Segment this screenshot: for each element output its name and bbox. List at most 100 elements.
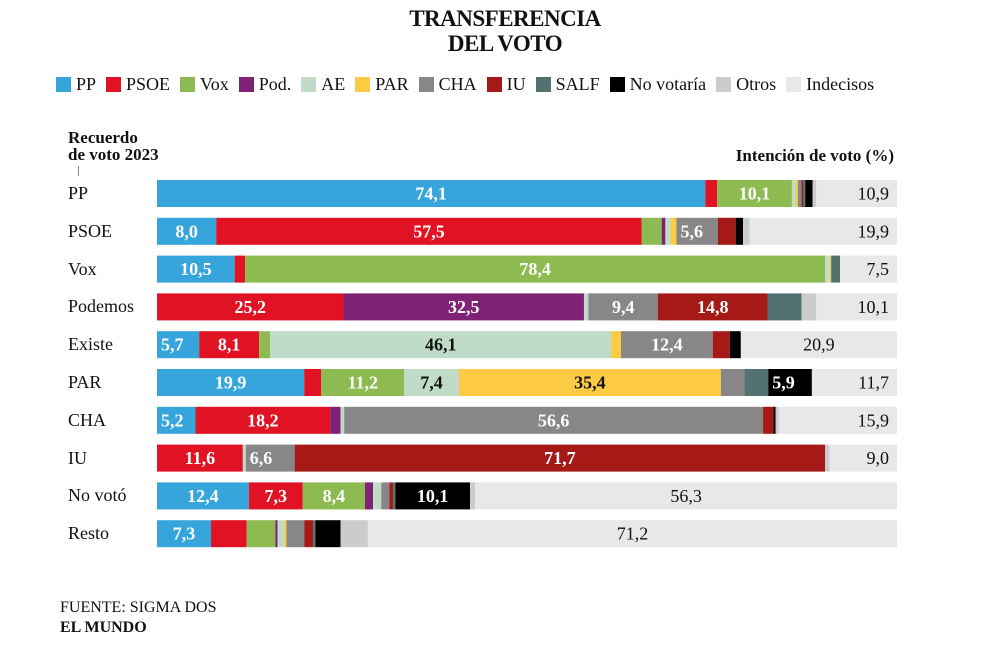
row-label: IU bbox=[68, 447, 87, 468]
data-label: 9,0 bbox=[867, 448, 890, 468]
data-label: 8,1 bbox=[218, 335, 241, 355]
title-line-2: DEL VOTO bbox=[447, 31, 563, 56]
bar-segment-psoe bbox=[157, 444, 243, 472]
bar-segment-indecisos bbox=[778, 406, 897, 434]
legend-swatch bbox=[786, 77, 802, 92]
bar-segment-pp bbox=[157, 217, 217, 245]
bar-segment-cha bbox=[286, 520, 305, 548]
row-label: PAR bbox=[68, 372, 102, 392]
legend-label: IU bbox=[506, 74, 526, 94]
legend-label: SALF bbox=[555, 74, 600, 94]
bar-segment-indecisos bbox=[816, 180, 897, 207]
data-label: 5,7 bbox=[161, 335, 184, 355]
row-label: No votó bbox=[68, 485, 127, 506]
bar-segment-cha bbox=[797, 180, 802, 207]
bar-segment-no-votar-a bbox=[805, 180, 813, 207]
legend-label: Indecisos bbox=[806, 74, 875, 94]
bar-segment-vox bbox=[259, 331, 271, 359]
bar-segment-no-votar-a bbox=[768, 369, 812, 396]
data-label: 8,4 bbox=[323, 486, 346, 506]
y-axis-label: Recuerdo de voto 2023 bbox=[68, 129, 159, 163]
bar-segment-par bbox=[458, 369, 721, 396]
data-label: 32,5 bbox=[448, 297, 480, 317]
bar-segment-otros bbox=[812, 180, 817, 207]
bar-segment-indecisos bbox=[811, 369, 897, 396]
bar-segment-psoe bbox=[304, 369, 322, 396]
bar-segment-cha bbox=[676, 217, 718, 245]
bar-segment-salf bbox=[767, 293, 802, 321]
bar-segment-vox bbox=[246, 520, 276, 548]
bar-segment-cha bbox=[588, 293, 658, 321]
legend-swatch bbox=[355, 77, 371, 92]
legend-swatch bbox=[56, 77, 71, 92]
data-label: 19,9 bbox=[858, 221, 890, 241]
bar-segment-cha bbox=[381, 482, 390, 510]
bar-segment-salf bbox=[393, 482, 396, 510]
bar-segment-iu bbox=[389, 482, 394, 510]
bar-segment-iu bbox=[717, 217, 736, 245]
data-label: 10,5 bbox=[180, 259, 212, 279]
legend-label: Pod. bbox=[258, 74, 292, 94]
label-tick bbox=[78, 166, 79, 176]
bar-segment-otros bbox=[743, 217, 750, 245]
data-label: 56,3 bbox=[670, 486, 702, 506]
data-label: 12,4 bbox=[651, 335, 683, 355]
bar-segment-par bbox=[284, 520, 287, 548]
bar-segment-psoe bbox=[216, 217, 642, 245]
bar-segment-vox bbox=[641, 217, 662, 245]
bar-segment-ae bbox=[583, 293, 589, 321]
bar-segment-no-votar-a bbox=[729, 331, 741, 359]
legend-item: PP bbox=[56, 74, 96, 95]
legend-label: PP bbox=[76, 74, 97, 94]
bar-segment-indecisos bbox=[840, 255, 897, 283]
data-label: 7,3 bbox=[173, 524, 196, 544]
data-label: 46,1 bbox=[425, 335, 457, 355]
bar-segment-pp bbox=[157, 520, 212, 548]
bar-segment-ae bbox=[242, 444, 246, 472]
bar-segment-cha bbox=[344, 406, 764, 434]
bar-segment-iu bbox=[657, 293, 768, 321]
bar-segment-salf bbox=[313, 520, 316, 548]
bar-segment-par bbox=[611, 331, 621, 359]
data-label: 71,2 bbox=[617, 524, 649, 544]
legend-item: Otros bbox=[716, 74, 776, 95]
y-axis-label-line-2: de voto 2023 bbox=[68, 145, 159, 164]
data-label: 25,2 bbox=[234, 297, 266, 317]
bar-segment-ae bbox=[665, 217, 671, 245]
bar-segment-par bbox=[670, 217, 677, 245]
data-label: 10,1 bbox=[739, 184, 771, 204]
bar-segment-pod- bbox=[330, 406, 341, 434]
legend: PP PSOE Vox Pod. AE PAR CHA IU SALF No votaría Otr… bbox=[56, 74, 884, 95]
bar-segment-pp bbox=[157, 180, 706, 207]
bar-segment-vox bbox=[245, 255, 826, 283]
title-line-1: TRANSFERENCIA bbox=[409, 6, 601, 31]
row-label: Vox bbox=[68, 258, 97, 279]
bar-segment-psoe bbox=[199, 331, 260, 359]
bar-segment-pp bbox=[157, 331, 200, 359]
legend-label: No votaría bbox=[629, 74, 707, 94]
legend-item: No votaría bbox=[609, 74, 707, 95]
bar-segment-otros bbox=[470, 482, 476, 510]
legend-swatch bbox=[716, 77, 732, 92]
legend-swatch bbox=[486, 77, 502, 92]
bar-segment-salf bbox=[744, 369, 769, 396]
legend-swatch bbox=[238, 77, 254, 92]
legend-swatch bbox=[418, 77, 434, 92]
data-label: 10,1 bbox=[858, 297, 890, 317]
data-label: 18,2 bbox=[247, 410, 279, 430]
legend-label: PAR bbox=[375, 74, 409, 94]
row-label: Existe bbox=[68, 334, 113, 355]
data-label: 35,4 bbox=[574, 373, 606, 393]
bar-segment-psoe bbox=[705, 180, 718, 207]
data-label: 11,7 bbox=[858, 373, 889, 393]
bar-segment-no-votar-a bbox=[315, 520, 341, 548]
row-label: Podemos bbox=[68, 296, 135, 317]
bar-segment-cha bbox=[720, 369, 745, 396]
bar-segment-cha bbox=[245, 444, 295, 472]
legend-item: IU bbox=[486, 74, 526, 95]
bar-segment-pod- bbox=[364, 482, 374, 510]
data-label: 6,6 bbox=[250, 448, 272, 468]
legend-label: CHA bbox=[438, 74, 477, 94]
bar-segment-vox bbox=[717, 180, 792, 207]
bar-segment-ae bbox=[791, 180, 796, 207]
